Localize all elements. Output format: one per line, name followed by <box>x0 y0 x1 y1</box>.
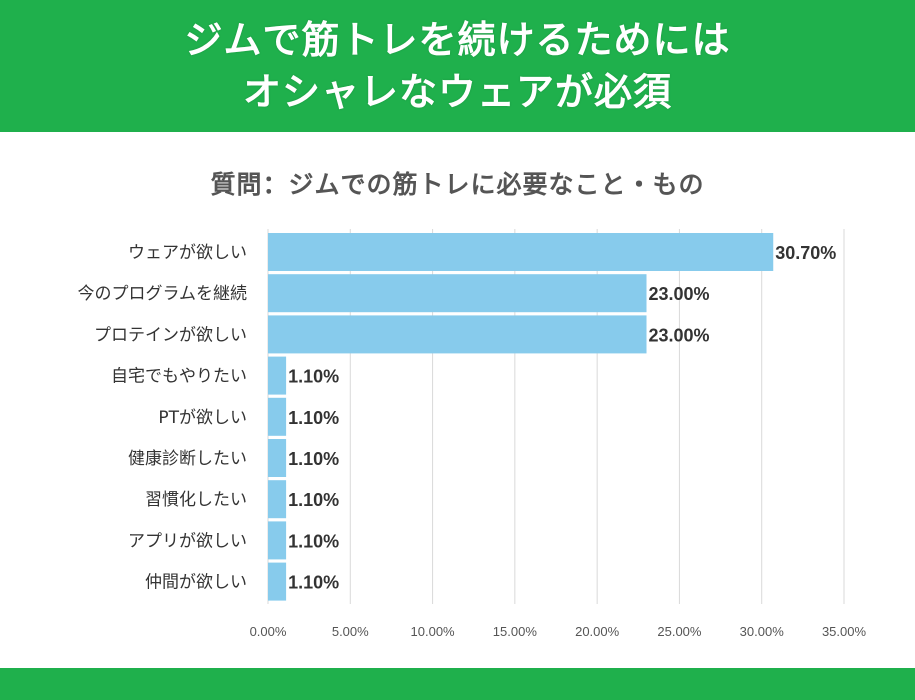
x-tick-label: 25.00% <box>657 624 702 639</box>
category-label: アプリが欲しい <box>128 531 247 551</box>
chart-title: 質問：ジムでの筋トレに必要なこと・もの <box>210 170 705 199</box>
bar <box>268 480 287 519</box>
x-tick-label: 5.00% <box>332 624 369 639</box>
bar <box>268 521 287 560</box>
category-label: 今のプログラムを継続 <box>78 284 248 304</box>
x-tick-label: 35.00% <box>822 624 867 639</box>
bar <box>268 439 287 477</box>
value-label: 1.10% <box>288 408 339 428</box>
category-label: プロテインが欲しい <box>94 325 247 345</box>
x-tick-label: 0.00% <box>250 624 287 639</box>
header-title-line-2: オシャレなウェアが必須 <box>242 70 672 114</box>
value-label: 23.00% <box>649 325 710 345</box>
category-label: ウェアが欲しい <box>128 243 247 263</box>
value-label: 1.10% <box>288 490 339 510</box>
header-banner: ジムで筋トレを続けるためには オシャレなウェアが必須 <box>0 0 915 132</box>
category-label: 仲間が欲しい <box>145 573 247 593</box>
x-tick-label: 10.00% <box>411 624 456 639</box>
bar <box>268 562 287 601</box>
value-label: 23.00% <box>649 284 710 304</box>
value-label: 1.10% <box>288 573 339 593</box>
x-tick-label: 20.00% <box>575 624 620 639</box>
category-label: 自宅でもやりたい <box>111 367 247 387</box>
bar <box>268 356 287 395</box>
bar <box>268 233 774 271</box>
bar <box>268 274 647 313</box>
value-label: 1.10% <box>288 367 339 387</box>
category-label: 習慣化したい <box>145 490 247 510</box>
chart-card <box>4 132 911 668</box>
value-label: 1.10% <box>288 449 339 469</box>
footer-banner <box>0 668 915 700</box>
value-label: 1.10% <box>288 531 339 551</box>
category-label: PTが欲しい <box>158 408 247 428</box>
x-tick-label: 30.00% <box>740 624 785 639</box>
header-title-line-1: ジムで筋トレを続けるためには <box>184 18 731 62</box>
x-tick-label: 15.00% <box>493 624 538 639</box>
bar <box>268 397 287 436</box>
bar <box>268 315 647 354</box>
category-label: 健康診断したい <box>128 449 247 469</box>
value-label: 30.70% <box>775 243 836 263</box>
